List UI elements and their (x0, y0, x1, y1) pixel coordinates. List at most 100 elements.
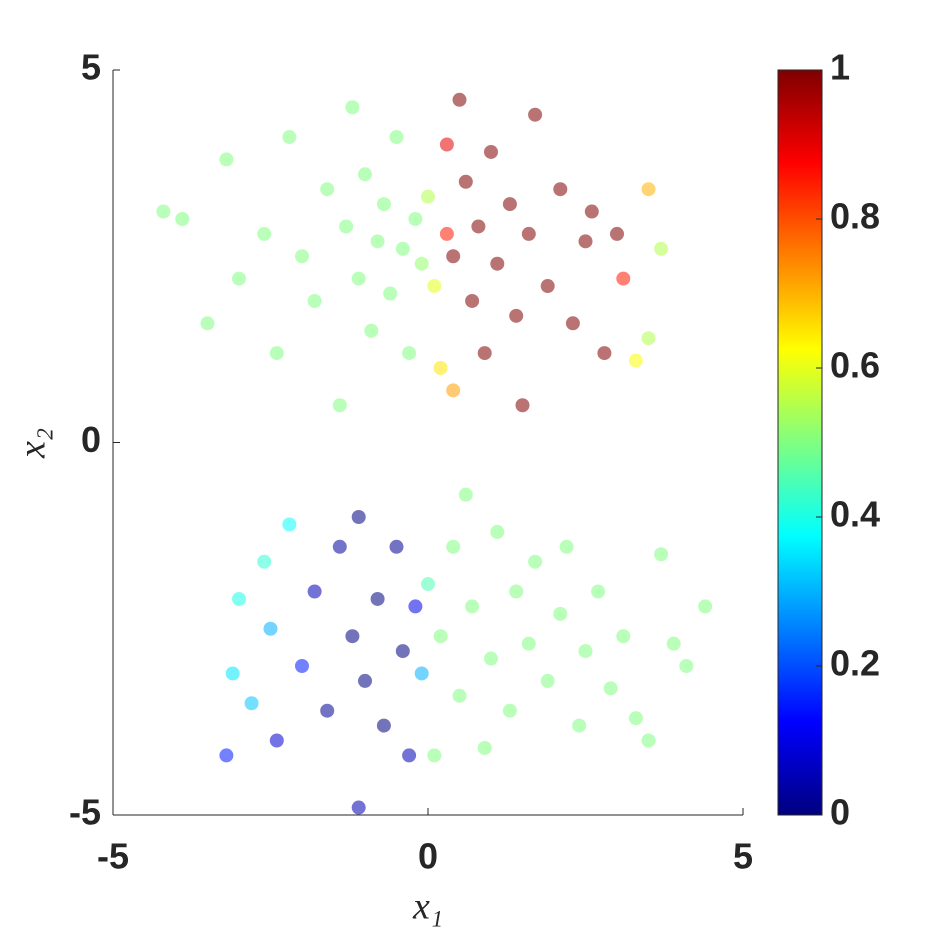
point (376, 718, 391, 733)
colorbar (777, 69, 823, 816)
point (446, 539, 461, 554)
point (232, 271, 246, 286)
point (490, 256, 505, 271)
point (339, 219, 354, 234)
point (219, 152, 234, 167)
point (477, 346, 492, 361)
point (559, 539, 574, 554)
point (320, 182, 335, 197)
colorbar-tick-label: 0 (830, 792, 850, 833)
x-axis-label: x₁ (412, 886, 443, 928)
point (641, 331, 656, 346)
point (408, 599, 423, 614)
point (345, 100, 360, 115)
point (257, 554, 272, 569)
point (295, 659, 309, 673)
point (351, 271, 366, 286)
point (433, 361, 448, 375)
point (427, 279, 442, 294)
point (528, 554, 543, 569)
point (521, 636, 536, 651)
point (175, 212, 190, 226)
point (553, 182, 568, 197)
y-tick-label: 0 (81, 419, 101, 460)
point (358, 167, 372, 182)
point (332, 398, 347, 413)
point (465, 599, 480, 614)
point (610, 226, 624, 241)
point (446, 383, 461, 398)
point (584, 204, 599, 219)
point (565, 316, 580, 331)
point (433, 629, 448, 644)
point (402, 748, 417, 763)
point (578, 644, 593, 659)
point (490, 524, 505, 539)
point (591, 584, 606, 599)
point (395, 644, 410, 659)
point (421, 577, 435, 592)
point (257, 226, 272, 241)
point (370, 234, 385, 249)
point (597, 346, 612, 361)
point (307, 293, 322, 308)
y-tick-label: -5 (69, 792, 101, 833)
point (408, 212, 423, 226)
point (458, 487, 473, 502)
point (616, 271, 631, 286)
colorbar-tick-label: 0.8 (830, 196, 880, 237)
point (465, 293, 480, 308)
point (641, 182, 656, 197)
point (345, 629, 360, 644)
point (364, 323, 379, 338)
point (370, 591, 385, 606)
point (376, 197, 391, 212)
point (389, 130, 404, 145)
point (572, 718, 587, 733)
point (616, 629, 631, 644)
point (540, 279, 555, 294)
point (528, 107, 543, 122)
point (477, 740, 492, 755)
point (402, 346, 417, 361)
point (263, 621, 278, 636)
point (269, 733, 284, 748)
point (698, 599, 713, 614)
point (452, 92, 467, 107)
y-tick-label: 5 (81, 47, 101, 88)
x-tick-label: 5 (733, 836, 753, 877)
point (654, 241, 669, 256)
point (628, 353, 643, 368)
point (414, 256, 429, 271)
x-tick-label: 0 (418, 836, 438, 877)
point (351, 800, 366, 815)
y-axis-label: x₂ (12, 428, 54, 459)
point (484, 144, 498, 159)
colorbar-tick-label: 1 (830, 47, 850, 88)
point (295, 249, 309, 264)
point (509, 308, 524, 323)
point (427, 748, 442, 763)
point (395, 241, 410, 256)
point (515, 398, 530, 413)
point (452, 688, 467, 703)
point (358, 673, 372, 688)
point (666, 636, 681, 651)
point (509, 584, 524, 599)
point (282, 130, 297, 145)
point (225, 666, 240, 681)
point (628, 711, 643, 726)
point (679, 659, 694, 673)
point (439, 226, 454, 241)
point (502, 703, 517, 718)
point (269, 346, 284, 361)
point (156, 204, 171, 219)
colorbar-tick-label: 0.2 (830, 643, 880, 684)
point (389, 539, 404, 554)
point (471, 219, 486, 234)
point (414, 666, 429, 681)
point (282, 517, 297, 532)
point (553, 606, 568, 621)
point (446, 249, 461, 264)
